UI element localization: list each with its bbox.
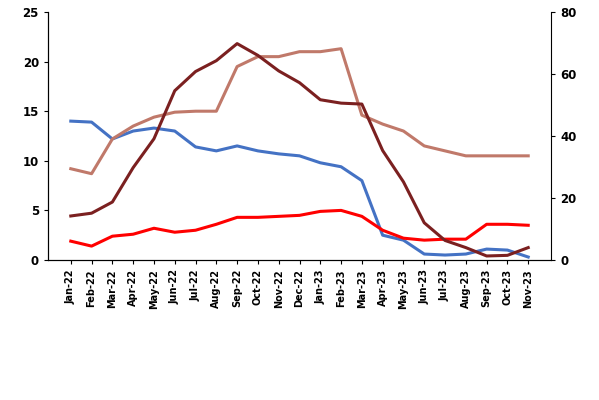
Sri Lanka (Right) [525,245,532,250]
Kazakhstan (Left) [129,124,137,128]
Vietnam (Left) [400,236,407,240]
Kazakhstan (Left) [441,148,449,153]
Kazakhstan (Left) [379,122,386,126]
Georgia (Left) [275,152,282,156]
Vietnam (Left) [358,214,365,219]
Kazakhstan (Left) [337,46,344,51]
Sri Lanka (Right) [192,69,199,74]
Vietnam (Left) [150,226,158,231]
Vietnam (Left) [317,209,324,214]
Kazakhstan (Left) [67,166,74,171]
Georgia (Left) [462,252,470,256]
Vietnam (Left) [171,230,179,235]
Sri Lanka (Right) [67,214,74,218]
Georgia (Left) [420,252,428,256]
Sri Lanka (Right) [150,136,158,141]
Vietnam (Left) [337,208,344,213]
Vietnam (Left) [462,237,470,242]
Sri Lanka (Right) [483,254,490,258]
Vietnam (Left) [88,244,95,248]
Vietnam (Left) [296,213,303,218]
Sri Lanka (Right) [420,220,428,225]
Georgia (Left) [109,136,116,141]
Sri Lanka (Right) [317,97,324,102]
Line: Kazakhstan (Left): Kazakhstan (Left) [71,49,528,174]
Georgia (Left) [483,247,490,252]
Kazakhstan (Left) [213,109,220,114]
Georgia (Left) [337,164,344,169]
Kazakhstan (Left) [192,109,199,114]
Georgia (Left) [213,148,220,153]
Vietnam (Left) [192,228,199,233]
Kazakhstan (Left) [483,154,490,158]
Georgia (Left) [171,129,179,134]
Sri Lanka (Right) [337,101,344,106]
Kazakhstan (Left) [525,154,532,158]
Georgia (Left) [379,233,386,238]
Line: Sri Lanka (Right): Sri Lanka (Right) [71,44,528,256]
Georgia (Left) [88,120,95,124]
Vietnam (Left) [67,239,74,244]
Georgia (Left) [400,238,407,242]
Georgia (Left) [150,126,158,130]
Georgia (Left) [255,148,262,153]
Sri Lanka (Right) [441,238,449,243]
Sri Lanka (Right) [275,68,282,73]
Sri Lanka (Right) [234,41,241,46]
Vietnam (Left) [255,215,262,220]
Vietnam (Left) [234,215,241,220]
Sri Lanka (Right) [213,58,220,63]
Line: Vietnam (Left): Vietnam (Left) [71,210,528,246]
Sri Lanka (Right) [400,180,407,184]
Vietnam (Left) [525,223,532,228]
Kazakhstan (Left) [234,64,241,69]
Vietnam (Left) [275,214,282,219]
Kazakhstan (Left) [420,144,428,148]
Sri Lanka (Right) [88,211,95,216]
Kazakhstan (Left) [317,49,324,54]
Vietnam (Left) [441,237,449,242]
Kazakhstan (Left) [358,113,365,118]
Sri Lanka (Right) [462,245,470,250]
Vietnam (Left) [483,222,490,227]
Kazakhstan (Left) [275,54,282,59]
Kazakhstan (Left) [150,115,158,120]
Kazakhstan (Left) [171,110,179,114]
Kazakhstan (Left) [296,49,303,54]
Georgia (Left) [504,248,511,252]
Georgia (Left) [129,129,137,134]
Sri Lanka (Right) [255,53,262,58]
Kazakhstan (Left) [88,171,95,176]
Sri Lanka (Right) [358,102,365,106]
Kazakhstan (Left) [255,54,262,59]
Vietnam (Left) [213,222,220,227]
Vietnam (Left) [129,232,137,237]
Georgia (Left) [67,119,74,124]
Kazakhstan (Left) [462,154,470,158]
Vietnam (Left) [379,228,386,233]
Georgia (Left) [296,154,303,158]
Georgia (Left) [525,255,532,260]
Line: Georgia (Left): Georgia (Left) [71,121,528,257]
Kazakhstan (Left) [400,129,407,134]
Sri Lanka (Right) [504,253,511,258]
Sri Lanka (Right) [379,148,386,153]
Kazakhstan (Left) [504,154,511,158]
Georgia (Left) [317,160,324,165]
Vietnam (Left) [109,234,116,238]
Georgia (Left) [358,178,365,183]
Sri Lanka (Right) [129,165,137,170]
Sri Lanka (Right) [171,88,179,93]
Sri Lanka (Right) [296,80,303,85]
Vietnam (Left) [504,222,511,227]
Kazakhstan (Left) [109,136,116,141]
Vietnam (Left) [420,238,428,242]
Georgia (Left) [441,253,449,258]
Georgia (Left) [192,144,199,149]
Georgia (Left) [234,144,241,148]
Sri Lanka (Right) [109,200,116,204]
